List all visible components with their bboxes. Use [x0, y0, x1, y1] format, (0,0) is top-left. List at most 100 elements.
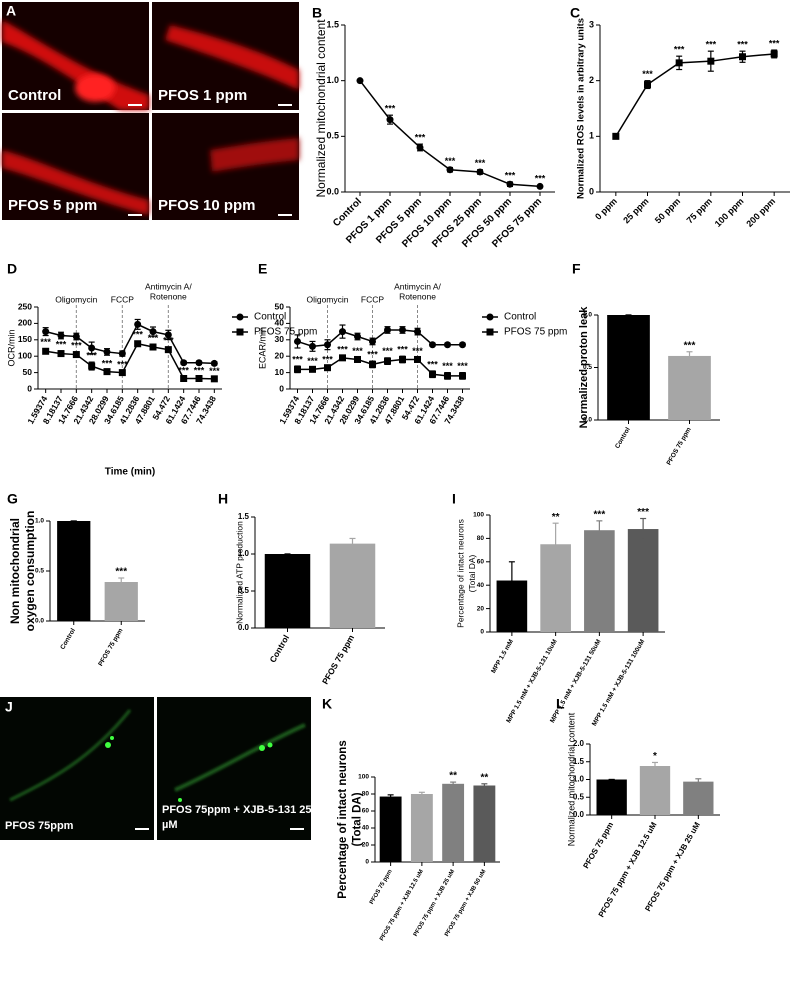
y-tick-label: 0	[279, 383, 284, 393]
y-axis-label: Normalized mitochondrial content	[314, 19, 328, 198]
bar	[639, 766, 671, 815]
y-tick-label: 100	[18, 350, 32, 360]
significance: ***	[322, 354, 333, 364]
y-tick-label: 80	[477, 535, 485, 542]
significance: ***	[397, 345, 408, 355]
annotation: Antimycin A/	[145, 281, 192, 291]
significance: **	[480, 772, 488, 783]
significance: ***	[637, 507, 649, 518]
neuron	[110, 736, 114, 740]
y-tick-label: 1	[589, 131, 594, 141]
y-tick-label: 30	[275, 334, 285, 344]
marker	[444, 341, 451, 349]
marker	[180, 359, 188, 367]
significance: ***	[505, 170, 516, 180]
panel-letter: H	[218, 491, 228, 507]
y-axis-label: (Total DA)	[467, 554, 477, 592]
worm	[165, 25, 299, 90]
marker	[309, 365, 316, 373]
y-tick-label: 3	[589, 19, 594, 29]
significance: ***	[71, 340, 82, 350]
bar	[683, 781, 714, 815]
marker	[324, 341, 331, 349]
panel-letter: A	[6, 3, 16, 19]
y-axis-label: Non mitochondrial	[8, 518, 22, 624]
marker	[72, 333, 80, 341]
marker	[210, 359, 218, 367]
y-tick-label: 10	[275, 367, 285, 377]
y-tick-label: 50	[23, 367, 33, 377]
significance: ***	[86, 350, 97, 360]
significance: ***	[415, 133, 426, 143]
legend-marker	[486, 328, 494, 336]
y-axis-label: oxygen consumption	[23, 511, 37, 632]
y-axis-label: (Total DA)	[352, 792, 364, 846]
neuron	[267, 742, 273, 748]
chart: H 0.0 0.5 1.0 1.5 Control PFOS 75 ppm Normalize…	[218, 491, 385, 686]
marker	[88, 362, 96, 370]
panel-letter: F	[572, 261, 581, 277]
significance: ***	[412, 346, 423, 356]
chart: E010203040501.593748.1813714.766621.4342…	[257, 261, 567, 426]
y-tick-label: 0.0	[238, 623, 250, 632]
bar	[473, 785, 496, 862]
bar	[584, 530, 615, 632]
marker	[149, 328, 157, 336]
marker	[354, 333, 361, 341]
x-tick-label: 0 ppm	[593, 196, 619, 222]
marker	[118, 369, 126, 377]
marker	[414, 355, 421, 363]
marker	[180, 375, 188, 383]
y-tick-label: 80	[362, 791, 370, 798]
significance: ***	[445, 156, 456, 166]
y-tick-label: 0	[589, 186, 594, 196]
significance: ***	[457, 361, 468, 371]
y-tick-label: 1.5	[573, 757, 585, 766]
significance: ***	[117, 359, 128, 369]
x-tick-label: PFOS 75 ppm	[666, 426, 693, 466]
y-tick-label: 200	[18, 318, 32, 328]
bar	[57, 521, 91, 621]
worm	[2, 150, 149, 215]
annotation: FCCP	[361, 294, 384, 304]
significance: ***	[292, 354, 303, 364]
y-tick-label: 20	[275, 350, 285, 360]
chart: G 0.0 0.5 1.0 Control PFOS 75 ppm Non mitochon…	[7, 491, 145, 667]
y-axis-label: Normalized proton leak	[578, 306, 590, 429]
y-tick-label: 2	[589, 75, 594, 85]
bar	[379, 796, 402, 862]
marker	[134, 320, 142, 328]
marker	[399, 355, 406, 363]
significance: **	[449, 771, 457, 782]
significance: ***	[674, 45, 685, 55]
marker	[384, 326, 391, 334]
y-tick-label: 40	[477, 582, 485, 589]
error-bar	[481, 783, 488, 788]
panel-a-images	[2, 2, 299, 220]
x-tick-label: Control	[59, 627, 77, 651]
significance: ***	[642, 69, 653, 79]
y-tick-label: 0.0	[583, 417, 592, 424]
scale-bar	[278, 214, 292, 216]
marker	[414, 328, 421, 336]
y-tick-label: 2.0	[573, 739, 585, 748]
marker	[103, 348, 111, 356]
marker	[476, 168, 484, 176]
y-tick-label: 60	[362, 808, 370, 815]
error-bar	[596, 520, 603, 541]
image-label: PFOS 1 ppm	[158, 87, 247, 104]
y-tick-label: 1.5	[326, 19, 339, 29]
x-tick-label: MPP 1.5 mM + XJB-5-131 100uM	[591, 638, 646, 727]
y-tick-label: 1.0	[35, 518, 44, 525]
legend-marker	[486, 313, 494, 321]
marker	[384, 357, 391, 365]
marker	[149, 343, 157, 351]
error-bar	[387, 794, 394, 799]
panel-letter: C	[570, 5, 580, 21]
marker	[324, 364, 331, 372]
bar	[596, 779, 627, 815]
chart: D0501001502002501.593748.1813714.766621.…	[6, 261, 317, 478]
neuron	[178, 798, 182, 802]
